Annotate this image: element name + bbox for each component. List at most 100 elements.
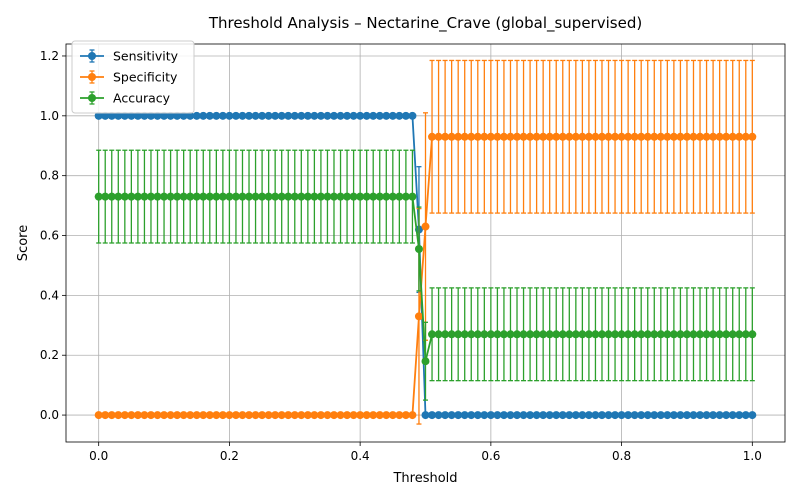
data-point [428,132,437,141]
data-point [696,132,705,141]
data-point [702,132,711,141]
data-point [238,111,247,120]
data-point [395,192,404,201]
data-point [499,411,508,420]
data-point [486,330,495,339]
data-point [630,132,639,141]
data-point [735,411,744,420]
data-point [565,132,574,141]
data-point [290,192,299,201]
data-point [343,411,352,420]
data-point [107,411,116,420]
data-point [251,111,260,120]
data-point [663,330,672,339]
data-point [480,330,489,339]
data-point [624,132,633,141]
data-point [153,411,162,420]
data-point [245,411,254,420]
data-point [506,132,515,141]
data-point [650,330,659,339]
data-point [349,411,358,420]
data-point [343,192,352,201]
data-point [114,111,123,120]
data-point [545,132,554,141]
data-point [650,132,659,141]
data-point [218,192,227,201]
data-point [225,111,234,120]
data-point [225,192,234,201]
data-point [715,330,724,339]
series-accuracy [94,149,757,401]
data-point [245,192,254,201]
data-point [591,411,600,420]
data-point [539,132,548,141]
data-point [584,330,593,339]
data-point [715,411,724,420]
data-point [630,330,639,339]
data-point [624,330,633,339]
data-point [369,192,378,201]
series-sensitivity [94,111,757,420]
data-point [297,111,306,120]
data-point [611,132,620,141]
data-point [447,132,456,141]
legend-label-sensitivity: Sensitivity [113,49,179,64]
data-point [336,411,345,420]
data-point [611,330,620,339]
data-point [238,411,247,420]
series-specificity [94,59,757,425]
data-point [173,192,182,201]
data-point [519,330,528,339]
data-point [160,111,169,120]
data-point [643,411,652,420]
data-point [264,111,273,120]
data-point [127,411,136,420]
data-point [245,111,254,120]
data-point [604,132,613,141]
y-tick-label: 0.2 [40,348,59,362]
data-point [571,330,580,339]
data-point [748,132,757,141]
data-point [343,111,352,120]
data-point [160,192,169,201]
data-point [506,330,515,339]
data-point [251,192,260,201]
data-point [722,330,731,339]
data-point [284,192,293,201]
series-layer [94,59,757,425]
data-point [277,111,286,120]
data-point [676,411,685,420]
x-tick-label: 0.0 [89,449,108,463]
data-point [421,411,430,420]
data-point [388,192,397,201]
data-point [107,192,116,201]
data-point [297,192,306,201]
data-point [728,411,737,420]
legend-swatch-marker [88,73,96,81]
data-point [382,111,391,120]
data-point [408,411,417,420]
data-point [179,411,188,420]
data-point [401,411,410,420]
data-point [258,192,267,201]
data-point [473,330,482,339]
data-point [225,411,234,420]
data-point [199,411,208,420]
data-point [120,192,129,201]
data-point [454,330,463,339]
data-point [617,330,626,339]
data-point [735,132,744,141]
data-point [179,111,188,120]
x-tick-label: 0.6 [481,449,500,463]
data-point [441,330,450,339]
data-point [231,411,240,420]
data-point [303,111,312,120]
data-point [669,411,678,420]
data-point [741,411,750,420]
data-point [264,192,273,201]
data-point [140,411,149,420]
x-tick-label: 0.4 [351,449,370,463]
data-point [624,411,633,420]
data-point [94,192,103,201]
